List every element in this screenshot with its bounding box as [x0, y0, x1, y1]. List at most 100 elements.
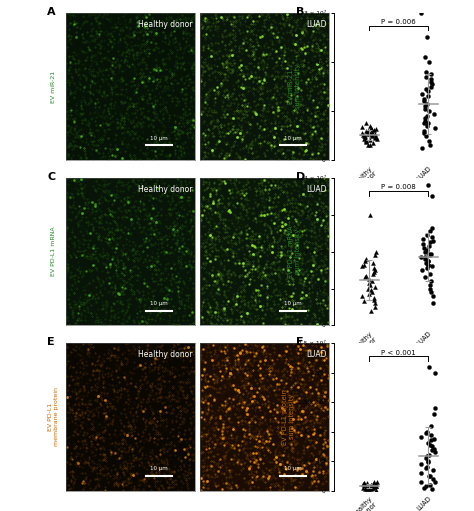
Point — [361, 133, 369, 142]
Point — [425, 136, 433, 145]
Point — [361, 273, 368, 282]
Point — [367, 124, 374, 132]
Point — [359, 480, 366, 488]
Point — [428, 292, 436, 300]
Point — [417, 478, 425, 486]
Point — [424, 100, 431, 108]
Point — [422, 464, 429, 472]
Point — [418, 90, 426, 98]
Point — [428, 233, 436, 241]
Point — [365, 290, 373, 298]
Point — [365, 485, 373, 494]
Text: P = 0.008: P = 0.008 — [382, 184, 416, 191]
Point — [420, 483, 428, 492]
Point — [420, 97, 428, 105]
Point — [422, 67, 429, 76]
Point — [371, 295, 378, 304]
Point — [418, 9, 425, 17]
Point — [420, 119, 428, 127]
Point — [423, 463, 430, 471]
Point — [425, 92, 432, 101]
Point — [422, 429, 429, 437]
Point — [421, 255, 428, 263]
Point — [373, 134, 381, 143]
Point — [420, 129, 428, 137]
Text: B: B — [296, 7, 305, 17]
Point — [361, 131, 369, 140]
Point — [365, 275, 373, 284]
Point — [425, 249, 433, 258]
Point — [372, 133, 379, 141]
Point — [372, 132, 379, 141]
Point — [364, 285, 371, 293]
Point — [366, 130, 374, 138]
Point — [372, 299, 379, 308]
Point — [369, 483, 377, 492]
Point — [425, 261, 432, 269]
Point — [421, 105, 428, 113]
Point — [426, 238, 433, 246]
Point — [360, 131, 367, 140]
Point — [362, 136, 370, 144]
Point — [427, 430, 435, 438]
Point — [425, 257, 432, 265]
Point — [419, 240, 427, 248]
Point — [427, 422, 435, 430]
Point — [366, 135, 374, 144]
Point — [372, 303, 379, 311]
Point — [369, 270, 376, 278]
Point — [360, 484, 367, 492]
Text: D: D — [296, 172, 306, 182]
Text: LUAD: LUAD — [306, 351, 327, 359]
Point — [427, 288, 435, 296]
Point — [361, 485, 368, 493]
Point — [421, 114, 429, 123]
Point — [432, 478, 439, 486]
Point — [422, 454, 429, 462]
Point — [421, 273, 428, 282]
Point — [428, 262, 436, 270]
Point — [426, 440, 434, 449]
Text: EV PD-L1
membrane protein: EV PD-L1 membrane protein — [48, 387, 59, 446]
Point — [422, 53, 429, 61]
Point — [371, 251, 379, 260]
Point — [365, 483, 373, 491]
Point — [369, 131, 376, 140]
Point — [368, 286, 375, 294]
Point — [424, 257, 432, 265]
Point — [426, 480, 433, 489]
Point — [369, 139, 376, 147]
Point — [428, 249, 435, 258]
Point — [368, 128, 375, 136]
Y-axis label: EV PD-L1 protein
sum intensity: EV PD-L1 protein sum intensity — [283, 389, 295, 445]
Text: Healthy donor: Healthy donor — [138, 351, 192, 359]
Point — [424, 181, 431, 190]
Point — [372, 134, 379, 142]
Point — [370, 268, 377, 276]
Point — [428, 192, 436, 200]
Point — [428, 447, 436, 455]
Point — [428, 224, 436, 232]
Point — [431, 448, 438, 456]
Point — [372, 125, 380, 133]
Point — [422, 85, 430, 93]
Point — [423, 231, 430, 239]
Point — [367, 485, 374, 493]
Point — [427, 142, 434, 150]
Point — [429, 237, 437, 245]
Point — [365, 482, 373, 490]
Point — [420, 95, 428, 103]
Point — [429, 466, 437, 474]
Point — [428, 80, 436, 88]
Point — [371, 283, 378, 291]
Point — [368, 126, 376, 134]
Point — [371, 130, 378, 138]
Point — [431, 124, 439, 132]
Point — [426, 251, 434, 260]
Point — [367, 481, 374, 489]
Point — [370, 294, 377, 302]
Point — [426, 285, 433, 293]
Point — [365, 130, 372, 138]
Point — [429, 299, 437, 308]
Point — [426, 227, 434, 236]
